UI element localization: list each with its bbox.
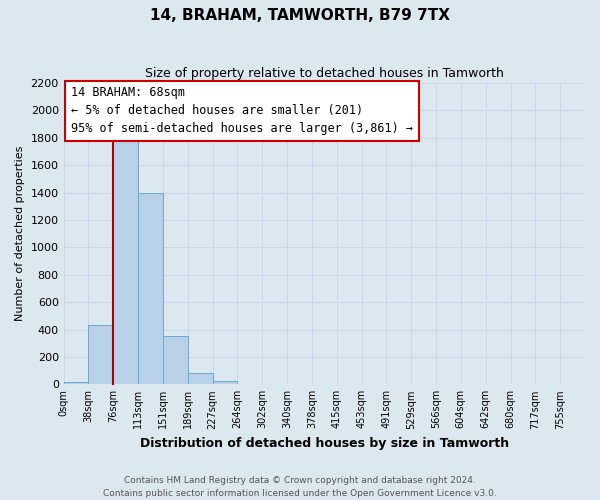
Title: Size of property relative to detached houses in Tamworth: Size of property relative to detached ho… bbox=[145, 68, 504, 80]
Text: 14 BRAHAM: 68sqm
← 5% of detached houses are smaller (201)
95% of semi-detached : 14 BRAHAM: 68sqm ← 5% of detached houses… bbox=[71, 86, 413, 136]
Bar bbox=[88, 326, 113, 384]
Bar bbox=[113, 136, 138, 384]
Bar bbox=[163, 336, 188, 384]
Bar bbox=[212, 381, 238, 384]
Bar bbox=[188, 374, 212, 384]
Text: Contains HM Land Registry data © Crown copyright and database right 2024.
Contai: Contains HM Land Registry data © Crown c… bbox=[103, 476, 497, 498]
Y-axis label: Number of detached properties: Number of detached properties bbox=[15, 146, 25, 322]
X-axis label: Distribution of detached houses by size in Tamworth: Distribution of detached houses by size … bbox=[140, 437, 509, 450]
Bar bbox=[138, 192, 163, 384]
Bar bbox=[64, 382, 88, 384]
Text: 14, BRAHAM, TAMWORTH, B79 7TX: 14, BRAHAM, TAMWORTH, B79 7TX bbox=[150, 8, 450, 22]
